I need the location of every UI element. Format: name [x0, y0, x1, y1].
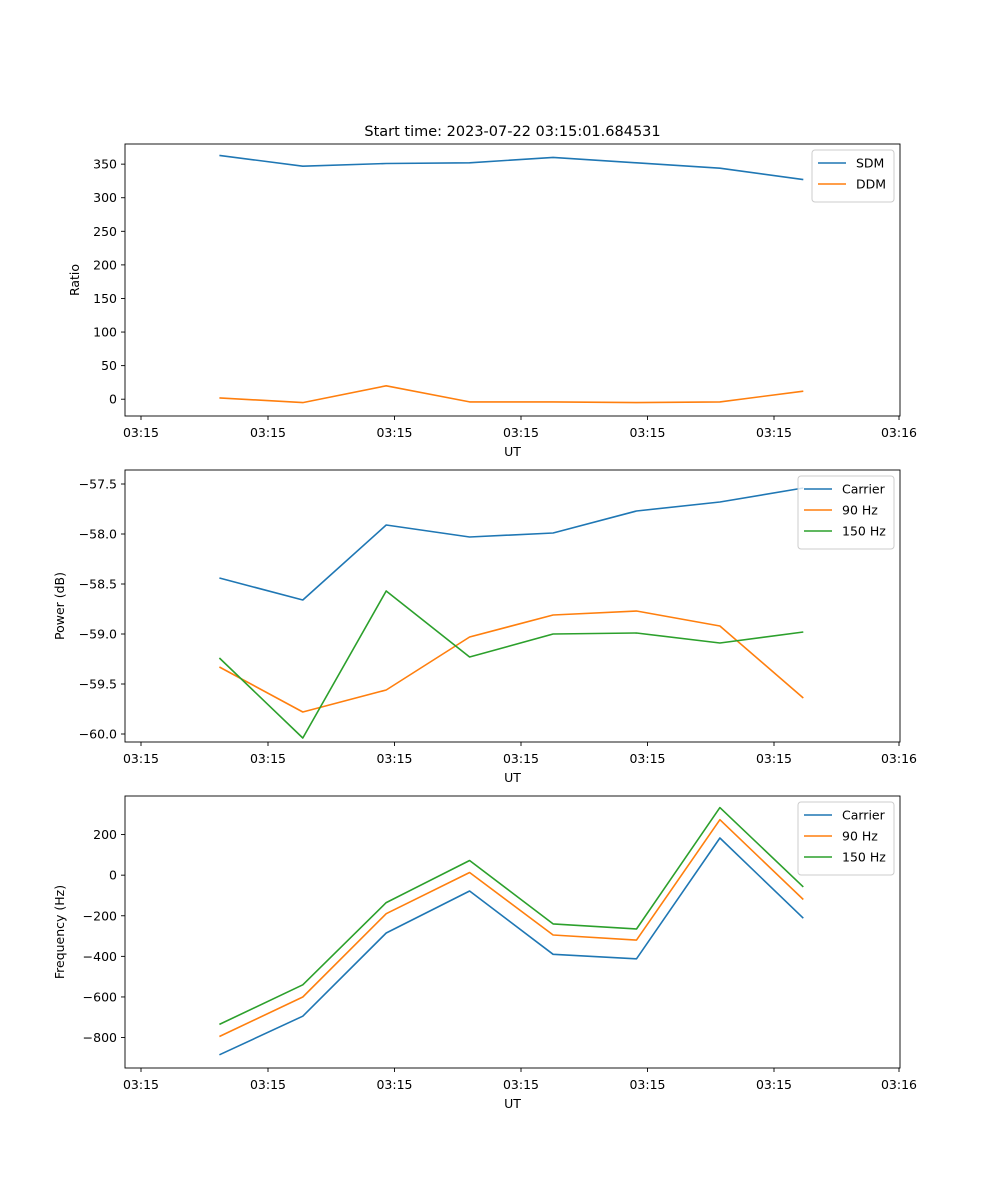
x-tick-label: 03:16 — [881, 1077, 917, 1092]
legend-label: 150 Hz — [842, 850, 886, 865]
y-tick-label: 0 — [109, 868, 117, 883]
series-line-carrier — [219, 837, 804, 1056]
legend-label: 90 Hz — [842, 829, 878, 844]
y-tick-label: 200 — [93, 827, 117, 842]
x-tick-label: 03:15 — [629, 425, 665, 440]
x-axis-label: UT — [504, 770, 521, 785]
y-tick-label: −600 — [83, 989, 117, 1004]
y-tick-label: 300 — [93, 190, 117, 205]
y-tick-label: −200 — [83, 908, 117, 923]
x-tick-label: 03:15 — [756, 1077, 792, 1092]
x-tick-label: 03:15 — [503, 751, 539, 766]
y-tick-label: −58.0 — [79, 527, 117, 542]
series-line-90-hz — [219, 818, 804, 1038]
y-tick-label: −800 — [83, 1030, 117, 1045]
x-tick-label: 03:15 — [756, 751, 792, 766]
x-tick-label: 03:15 — [250, 425, 286, 440]
legend-label: DDM — [856, 177, 886, 192]
figure-title: Start time: 2023-07-22 03:15:01.684531 — [364, 124, 660, 140]
axes-frame — [124, 795, 901, 1069]
subplot-3: 03:15 03:15 03:15 03:15 03:15 03:15 03:16 −800 −… — [52, 795, 917, 1111]
x-tick-label: 03:16 — [881, 751, 917, 766]
legend-label: Carrier — [842, 808, 886, 823]
x-tick-label: 03:15 — [250, 751, 286, 766]
x-tick-label: 03:15 — [250, 1077, 286, 1092]
y-axis-label: Ratio — [67, 264, 82, 296]
x-axis-label: UT — [504, 444, 521, 459]
x-tick-label: 03:15 — [123, 1077, 159, 1092]
series-line-ddm — [219, 384, 804, 404]
y-tick-label: 100 — [93, 325, 117, 340]
series-line-carrier — [219, 487, 804, 601]
series-line-150-hz — [219, 806, 804, 1026]
legend: SDM DDM — [811, 149, 895, 203]
x-axis-label: UT — [504, 1096, 521, 1111]
y-tick-label: 0 — [109, 392, 117, 407]
y-tick-label: −400 — [83, 949, 117, 964]
x-tick-label: 03:15 — [503, 1077, 539, 1092]
y-tick-label: −59.0 — [79, 627, 117, 642]
x-tick-label: 03:15 — [376, 425, 412, 440]
y-tick-label: 50 — [101, 358, 117, 373]
y-tick-label: −58.5 — [79, 577, 117, 592]
y-tick-label: 250 — [93, 224, 117, 239]
x-tick-label: 03:15 — [123, 751, 159, 766]
legend-label: 150 Hz — [842, 524, 886, 539]
x-tick-label: 03:15 — [376, 751, 412, 766]
legend: Carrier 90 Hz 150 Hz — [797, 801, 895, 876]
x-tick-label: 03:15 — [629, 751, 665, 766]
y-tick-label: −60.0 — [79, 727, 117, 742]
x-tick-label: 03:15 — [376, 1077, 412, 1092]
subplot-1: 03:15 03:15 03:15 03:15 03:15 03:15 03:16 0 50 10… — [67, 143, 917, 459]
series-line-sdm — [219, 154, 804, 181]
legend: Carrier 90 Hz 150 Hz — [797, 475, 895, 550]
y-tick-label: 350 — [93, 157, 117, 172]
x-tick-label: 03:15 — [629, 1077, 665, 1092]
legend-label: SDM — [856, 156, 884, 171]
y-axis-label: Frequency (Hz) — [52, 885, 67, 979]
y-tick-label: 150 — [93, 291, 117, 306]
series-line-150-hz — [218, 590, 804, 739]
y-axis-label: Power (dB) — [52, 572, 67, 640]
y-tick-label: −59.5 — [79, 677, 117, 692]
subplot-2: 03:15 03:15 03:15 03:15 03:15 03:15 03:16 −60.0… — [52, 469, 917, 785]
axes-frame — [124, 143, 901, 417]
x-tick-label: 03:15 — [503, 425, 539, 440]
axes-frame — [124, 469, 901, 743]
x-tick-label: 03:15 — [756, 425, 792, 440]
x-tick-label: 03:15 — [123, 425, 159, 440]
y-tick-label: 200 — [93, 257, 117, 272]
series-line-90-hz — [219, 610, 804, 713]
y-tick-label: −57.5 — [79, 477, 117, 492]
legend-label: Carrier — [842, 482, 886, 497]
x-tick-label: 03:16 — [881, 425, 917, 440]
legend-label: 90 Hz — [842, 503, 878, 518]
